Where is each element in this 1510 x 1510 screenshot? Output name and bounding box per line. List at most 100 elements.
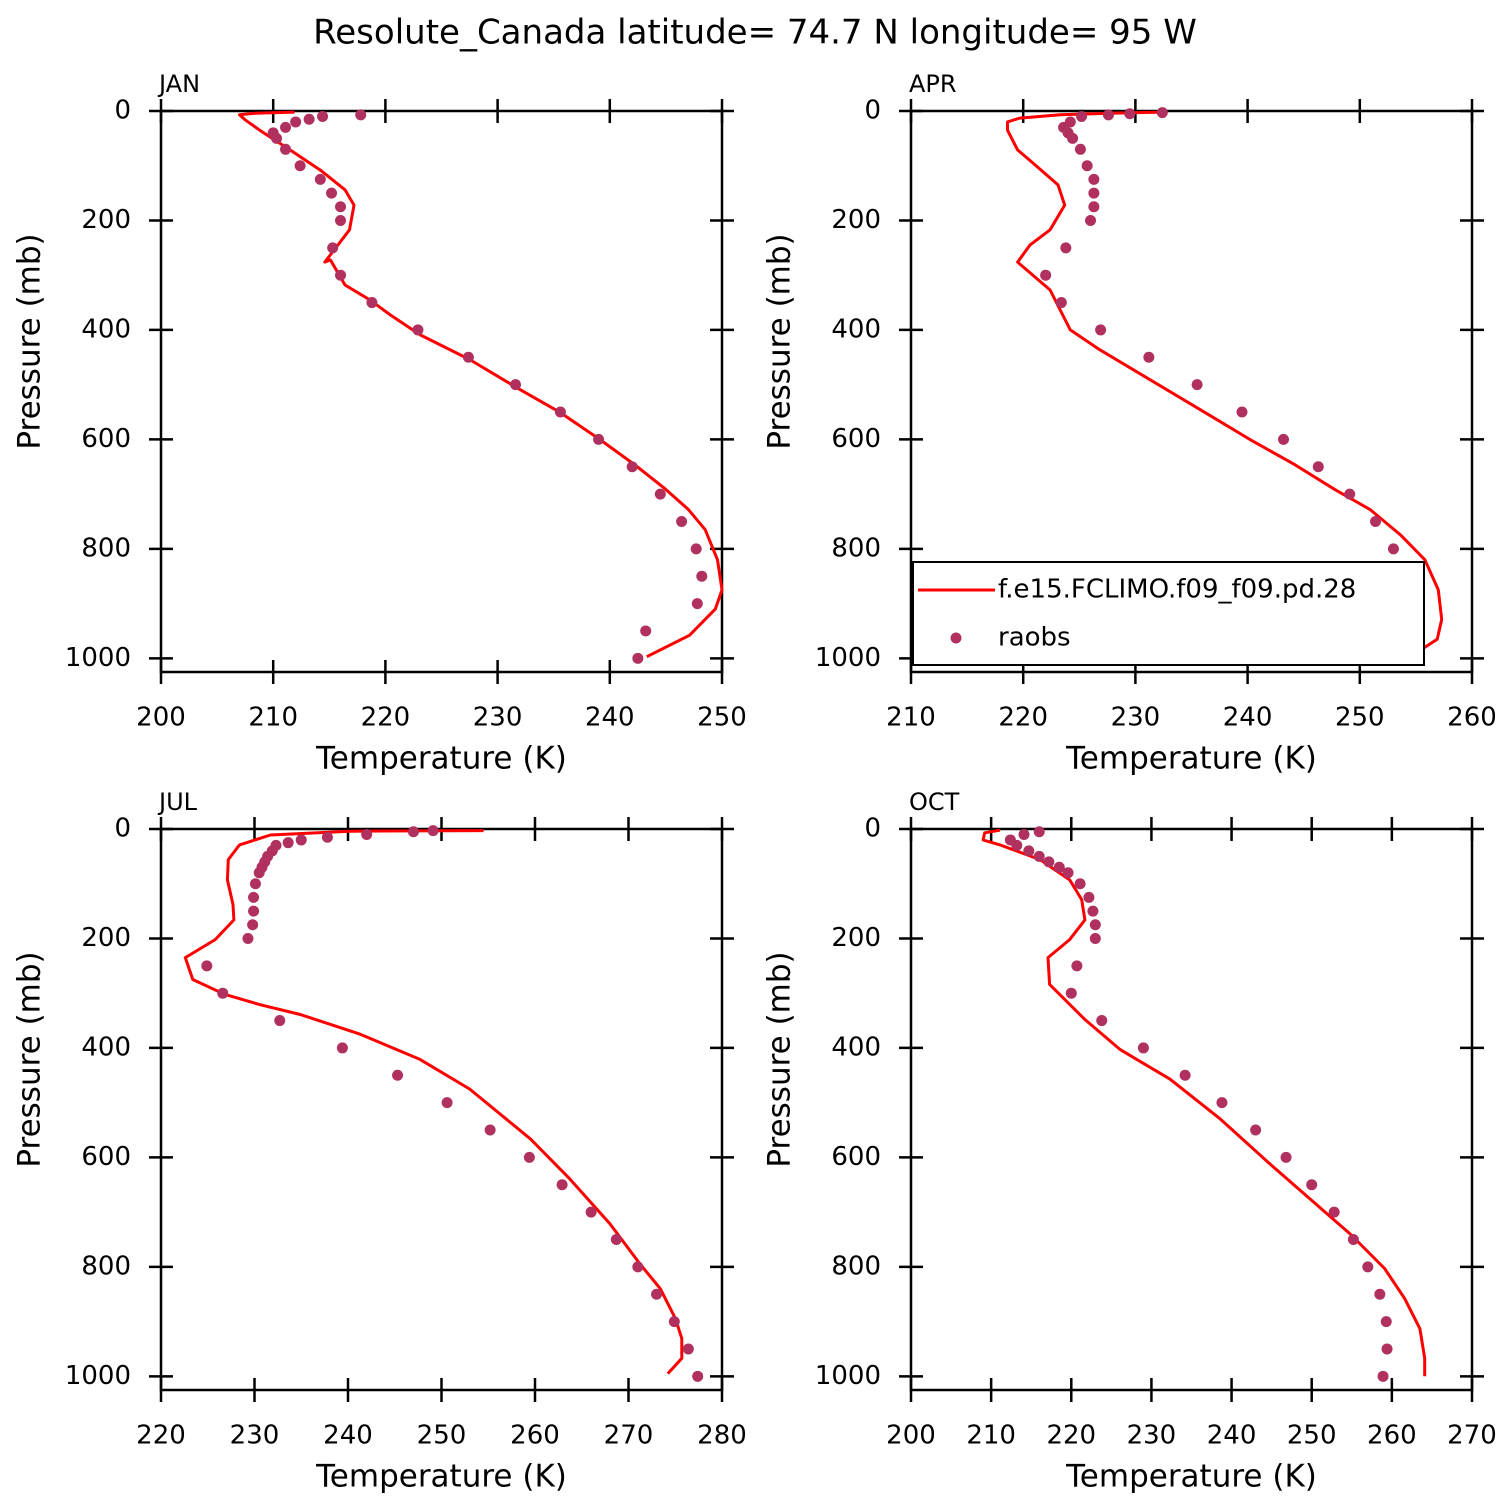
y-tick-label: 0 [114, 96, 131, 126]
data-point [267, 127, 279, 139]
data-point [270, 839, 282, 851]
data-point [1380, 1316, 1392, 1328]
data-point [1179, 1069, 1191, 1081]
data-point [1087, 905, 1099, 917]
data-point [242, 932, 254, 944]
data-point [335, 269, 347, 281]
legend-box [912, 561, 1425, 666]
y-tick-label: 1000 [65, 1361, 131, 1391]
legend-label: f.e15.FCLIMO.f09_f09.pd.28 [998, 575, 1356, 605]
x-tick-label: 240 [585, 703, 635, 733]
x-tick-label: 280 [697, 1421, 747, 1451]
data-point [585, 1206, 597, 1218]
data-line [238, 110, 724, 659]
data-point [676, 515, 688, 527]
x-tick-label: 210 [966, 1421, 1016, 1451]
x-tick-label: 220 [136, 1421, 186, 1451]
data-point [1033, 826, 1045, 838]
data-point [593, 433, 605, 445]
y-tick-label: 1000 [815, 1361, 881, 1391]
y-tick-label: 1000 [815, 643, 881, 673]
data-point [412, 324, 424, 336]
x-tick-label: 270 [604, 1421, 654, 1451]
data-point [1306, 1179, 1318, 1191]
data-point [1362, 1261, 1374, 1273]
x-axis-label: Temperature (K) [1065, 1459, 1317, 1495]
data-point [303, 113, 315, 125]
y-tick-label: 600 [81, 424, 131, 454]
data-point [1102, 109, 1114, 121]
data-point [632, 652, 644, 664]
data-point [651, 1288, 663, 1300]
data-point [249, 878, 261, 890]
x-tick-label: 210 [248, 703, 298, 733]
y-tick-label: 200 [831, 205, 881, 235]
x-tick-label: 220 [1046, 1421, 1096, 1451]
x-tick-label: 230 [230, 1421, 280, 1451]
x-tick-label: 220 [361, 703, 411, 733]
data-point [1040, 269, 1052, 281]
data-point [336, 1042, 348, 1054]
data-point [1033, 850, 1045, 862]
panel-title: JUL [157, 788, 198, 816]
data-point [361, 828, 373, 840]
x-tick-label: 250 [1335, 703, 1385, 733]
data-point [1055, 297, 1067, 309]
data-point [691, 598, 703, 610]
data-point [1065, 987, 1077, 999]
data-point [554, 406, 566, 418]
y-axis-label: Pressure (mb) [12, 951, 48, 1167]
data-point [1071, 960, 1083, 972]
data-point [1088, 187, 1100, 199]
y-tick-label: 0 [864, 96, 881, 126]
data-point [441, 1097, 453, 1109]
data-point [696, 570, 708, 582]
data-point [1347, 1233, 1359, 1245]
data-point [274, 1015, 286, 1027]
data-point [1043, 856, 1055, 868]
data-point [201, 960, 213, 972]
x-tick-label: 250 [697, 703, 747, 733]
data-point [1387, 543, 1399, 555]
data-point [1089, 919, 1101, 931]
data-point [290, 116, 302, 128]
data-point [626, 461, 638, 473]
data-point [1191, 379, 1203, 391]
data-point [640, 625, 652, 637]
data-point [1004, 834, 1016, 846]
y-tick-label: 200 [831, 923, 881, 953]
data-point [1216, 1097, 1228, 1109]
data-point [1085, 214, 1097, 226]
plot-frame [909, 109, 1474, 674]
data-point [1374, 1288, 1386, 1300]
data-line [183, 829, 684, 1375]
data-point [1064, 116, 1076, 128]
data-point [1280, 1151, 1292, 1163]
x-tick-label: 260 [1367, 1421, 1417, 1451]
data-point [610, 1233, 622, 1245]
panel: 200 210 220 230 240 250 260 270 0 200 400 600 800 100… [762, 788, 1497, 1495]
y-tick-label: 1000 [65, 643, 131, 673]
x-tick-label: 240 [1223, 703, 1273, 733]
data-point [321, 831, 333, 843]
data-point [294, 160, 306, 172]
data-point [407, 826, 419, 838]
x-tick-label: 220 [998, 703, 1048, 733]
x-tick-label: 260 [510, 1421, 560, 1451]
x-tick-label: 230 [1111, 703, 1161, 733]
data-point [1370, 515, 1382, 527]
data-point [632, 1261, 644, 1273]
data-point [1377, 1370, 1389, 1382]
y-tick-label: 600 [831, 424, 881, 454]
data-line [981, 828, 1427, 1377]
data-point [1156, 107, 1168, 119]
data-point [1088, 201, 1100, 213]
data-point [682, 1343, 694, 1355]
x-tick-label: 270 [1447, 1421, 1497, 1451]
data-point [654, 488, 666, 500]
data-point [484, 1124, 496, 1136]
data-point [690, 543, 702, 555]
data-point [355, 109, 367, 121]
